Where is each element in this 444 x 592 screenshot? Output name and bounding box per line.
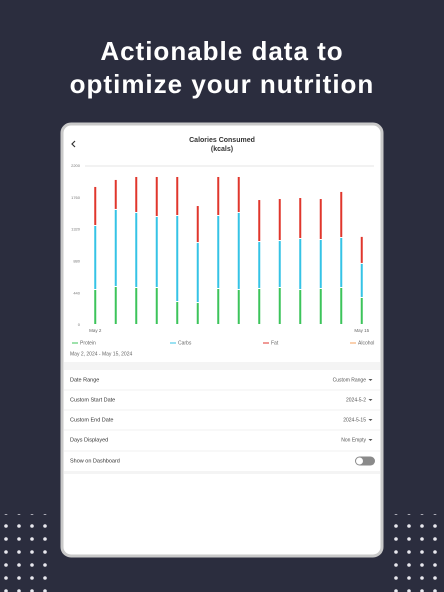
bar-segment — [237, 290, 240, 324]
legend-label: Alcohol — [358, 340, 374, 346]
bar-segment — [278, 287, 281, 324]
bar-segment — [155, 176, 158, 217]
setting-label: Custom End Date — [70, 417, 113, 423]
setting-label: Show on Dashboard — [70, 458, 120, 464]
tablet — [60, 122, 384, 558]
settings-card — [64, 370, 380, 471]
dropdown-arrow[interactable] — [368, 399, 373, 401]
bar-segment — [176, 302, 179, 324]
bar-segment — [258, 200, 261, 242]
screen-subtitle: (kcals) — [211, 146, 233, 153]
y-tick-label: 1760 — [71, 195, 81, 200]
bar-segment — [94, 186, 97, 225]
bar-segment — [155, 287, 158, 324]
bar-segment — [94, 225, 97, 290]
setting-value[interactable]: 2024-5-15 — [343, 417, 366, 423]
setting-label: Custom Start Date — [70, 397, 115, 403]
dropdown-arrow[interactable] — [368, 419, 373, 421]
y-tick-label: 880 — [73, 258, 80, 263]
bar-segment — [360, 236, 363, 263]
bar-segment — [176, 216, 179, 302]
bar-segment — [258, 242, 261, 289]
legend-label: Fat — [271, 340, 279, 346]
setting-label: Date Range — [70, 377, 99, 383]
bar-segment — [217, 176, 220, 216]
setting-value[interactable]: Non Empty — [341, 437, 366, 443]
bar-segment — [360, 263, 363, 297]
y-tick-label: 2200 — [71, 163, 81, 168]
bar-segment — [278, 241, 281, 287]
bar-segment — [278, 199, 281, 241]
bar-segment — [237, 176, 240, 212]
bar-segment — [340, 191, 343, 237]
bar-segment — [114, 209, 117, 286]
bar-segment — [196, 206, 199, 243]
headline: optimize your nutrition — [70, 69, 375, 99]
bar-segment — [217, 289, 220, 324]
bar-segment — [299, 198, 302, 238]
y-tick-label: 1320 — [71, 227, 81, 232]
setting-value[interactable]: Custom Range — [333, 377, 367, 383]
toggle-knob — [356, 457, 363, 465]
bar-segment — [258, 289, 261, 324]
bar-segment — [319, 199, 322, 240]
x-tick-label: May 2 — [89, 328, 102, 333]
bar-segment — [114, 179, 117, 209]
dropdown-arrow[interactable] — [368, 379, 373, 381]
bar-segment — [135, 176, 138, 212]
bar-segment — [360, 297, 363, 324]
bar-segment — [155, 217, 158, 287]
bar-segment — [196, 303, 199, 324]
dropdown-arrow[interactable] — [368, 439, 373, 441]
bar-segment — [196, 243, 199, 303]
x-tick-label: May 15 — [354, 328, 369, 333]
bar-segment — [319, 289, 322, 324]
dot-pattern — [388, 514, 444, 592]
bar-segment — [299, 238, 302, 290]
headline: Actionable data to — [100, 36, 343, 66]
bar-segment — [176, 176, 179, 216]
bar-segment — [299, 290, 302, 324]
setting-value[interactable]: 2024-5-2 — [346, 397, 366, 403]
y-tick-label: 0 — [78, 322, 81, 327]
y-tick-label: 440 — [73, 290, 80, 295]
bar-segment — [114, 286, 117, 324]
bar-segment — [319, 240, 322, 289]
bar-segment — [135, 287, 138, 324]
date-range: May 2, 2024 - May 15, 2024 — [70, 351, 132, 357]
legend-label: Protein — [80, 340, 96, 346]
bar-segment — [94, 290, 97, 324]
bar-segment — [135, 212, 138, 287]
back-button[interactable] — [71, 140, 76, 148]
dot-pattern — [0, 514, 56, 592]
screen-title: Calories Consumed — [189, 137, 255, 144]
bar-segment — [340, 237, 343, 287]
setting-label: Days Displayed — [70, 437, 108, 443]
bar-segment — [340, 287, 343, 324]
bar-segment — [217, 216, 220, 289]
legend-label: Carbs — [178, 340, 192, 346]
bar-segment — [237, 212, 240, 290]
